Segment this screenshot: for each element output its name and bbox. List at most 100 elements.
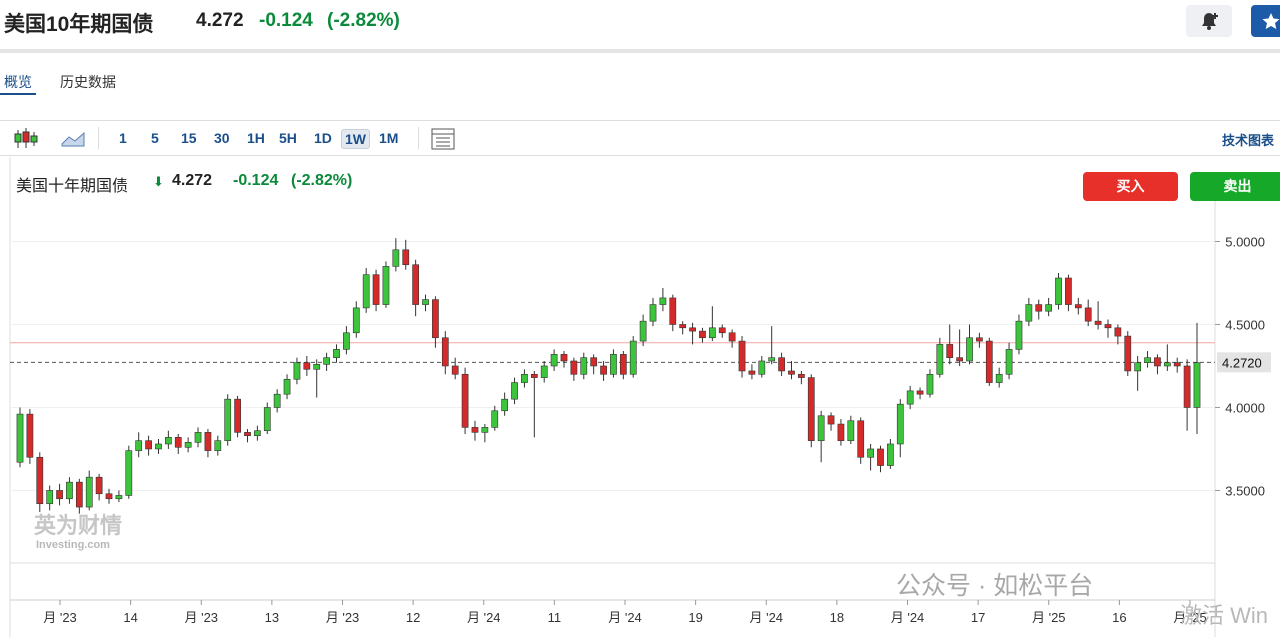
- x-tick-label: 月 '24: [891, 610, 925, 625]
- candle-body: [343, 332, 350, 350]
- candle-body: [708, 327, 716, 339]
- area-icon[interactable]: [58, 124, 88, 154]
- candle-body: [530, 373, 538, 378]
- candle-body: [1173, 362, 1181, 367]
- watermark: 英为财情: [34, 513, 122, 538]
- tab[interactable]: 历史数据: [60, 74, 116, 90]
- candle-body: [669, 297, 677, 325]
- x-tick-label: 月 '23: [326, 610, 360, 625]
- candle-body: [511, 382, 518, 400]
- candle-body: [85, 476, 93, 508]
- title: 美国10年期国债: [4, 13, 154, 36]
- candle-body: [105, 493, 113, 500]
- candle-body: [184, 442, 192, 448]
- interval-button[interactable]: 1: [119, 130, 127, 146]
- y-tick-label: 4.0000: [1225, 400, 1265, 415]
- candle-body: [1025, 304, 1033, 322]
- candle-body: [1045, 304, 1053, 312]
- candle-body: [164, 437, 172, 445]
- candle-body: [313, 364, 321, 370]
- candle-body: [1124, 335, 1132, 372]
- candle-body: [234, 398, 241, 433]
- x-tick-label: 月 '24: [749, 610, 783, 625]
- candle-body: [323, 357, 330, 365]
- candle-body: [402, 249, 410, 266]
- x-tick-label: 月 '23: [184, 610, 218, 625]
- candle-body: [738, 340, 746, 372]
- candle-body: [560, 354, 568, 362]
- candle-body: [481, 427, 489, 433]
- candle-body: [333, 349, 340, 358]
- last-price-label: 4.2720: [1222, 355, 1262, 370]
- interval-button[interactable]: 1M: [379, 130, 399, 146]
- candle-body: [1005, 349, 1013, 375]
- candle-body: [896, 403, 904, 445]
- candle-body: [540, 365, 548, 378]
- candle-body: [600, 365, 607, 375]
- candle-body: [422, 299, 429, 305]
- candle-body: [976, 337, 983, 342]
- alert-button[interactable]: [1186, 5, 1232, 37]
- candle-body: [758, 360, 766, 375]
- candle-body: [204, 432, 212, 451]
- x-tick-label: 18: [830, 610, 844, 625]
- buy-button[interactable]: 买入: [1083, 172, 1178, 201]
- candle-body: [887, 443, 894, 466]
- candle-body: [501, 398, 509, 412]
- chart-change-pct: (-2.82%): [291, 172, 353, 189]
- candle-body: [471, 427, 479, 433]
- candle-icon[interactable]: [12, 124, 42, 154]
- candle-body: [649, 304, 657, 322]
- interval-button[interactable]: 5: [151, 130, 159, 146]
- candle-body: [135, 440, 143, 451]
- candle-body: [590, 357, 598, 367]
- candle-body: [1015, 320, 1023, 350]
- interval-button[interactable]: 1D: [314, 130, 332, 146]
- interval-button[interactable]: 1H: [247, 130, 265, 146]
- candle-body: [936, 344, 944, 375]
- candle-body: [906, 390, 914, 405]
- x-tick-label: 13: [265, 610, 279, 625]
- watermark: Investing.com: [36, 539, 110, 551]
- down-arrow: ⬇: [153, 174, 164, 189]
- candle-body: [699, 330, 706, 339]
- candle-body: [1035, 304, 1043, 312]
- candle-body: [352, 307, 360, 334]
- chart-price: 4.272: [172, 172, 213, 189]
- candle-body: [214, 440, 222, 451]
- watchlist-button[interactable]: [1251, 5, 1280, 37]
- last-price-tag: [1217, 352, 1271, 373]
- activation-overlay: 激活 Win: [1180, 603, 1269, 628]
- candle-body: [1193, 362, 1201, 408]
- candle-body: [580, 357, 588, 375]
- sell-button[interactable]: 卖出: [1190, 172, 1280, 201]
- y-tick-label: 5.0000: [1225, 234, 1265, 249]
- candle-body: [432, 299, 439, 339]
- candle-body: [1144, 357, 1151, 363]
- candle-body: [1104, 324, 1112, 329]
- candle-body: [995, 373, 1003, 383]
- tab[interactable]: 概览: [4, 74, 32, 90]
- candle-body: [75, 481, 83, 508]
- candle-body: [1183, 365, 1191, 408]
- tech-chart-link[interactable]: 技术图表: [1221, 133, 1274, 148]
- candle-body: [1154, 357, 1161, 367]
- interval-button[interactable]: 1W: [341, 129, 370, 149]
- candle-body: [1074, 304, 1082, 309]
- interval-button[interactable]: 30: [214, 130, 230, 146]
- candle-body: [254, 430, 261, 436]
- layout-icon[interactable]: [428, 124, 458, 154]
- candle-body: [689, 327, 696, 332]
- candle-body: [273, 393, 281, 408]
- candle-body: [244, 432, 251, 436]
- x-tick-label: 月 '25: [1032, 610, 1066, 625]
- y-tick-label: 3.5000: [1225, 483, 1265, 498]
- change: -0.124: [259, 10, 313, 31]
- candle-body: [550, 354, 558, 367]
- candle-body: [36, 456, 44, 505]
- interval-button[interactable]: 5H: [279, 130, 297, 146]
- interval-button[interactable]: 15: [181, 130, 197, 146]
- candle-body: [867, 448, 874, 458]
- candle-body: [827, 415, 835, 425]
